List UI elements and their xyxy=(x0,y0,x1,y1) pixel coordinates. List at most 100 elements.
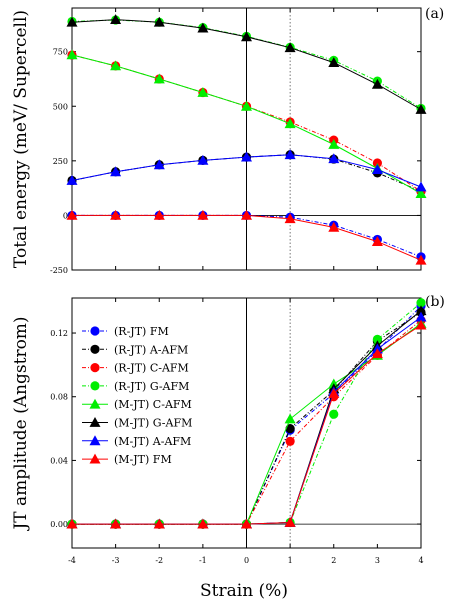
series-mjt-fm xyxy=(66,209,427,265)
data-point xyxy=(328,221,340,232)
data-point xyxy=(415,181,427,192)
panel-label: (a) xyxy=(425,6,444,22)
data-point xyxy=(284,517,296,527)
data-point xyxy=(110,14,122,24)
data-point xyxy=(197,22,209,33)
data-point xyxy=(241,518,252,529)
legend-marker xyxy=(89,453,101,464)
data-point xyxy=(371,348,383,359)
data-point xyxy=(285,423,295,434)
legend-entry: (R-JT) A-AFM xyxy=(114,343,188,356)
data-point xyxy=(284,149,296,160)
legend-marker xyxy=(89,398,101,409)
x-tick-label: 3 xyxy=(375,556,380,565)
x-tick-label: -1 xyxy=(199,556,207,565)
data-point xyxy=(372,334,382,345)
legend-entry: (R-JT) G-AFM xyxy=(114,380,189,393)
data-point xyxy=(110,166,122,177)
x-tick-label: 4 xyxy=(418,556,423,565)
x-tick-label: 2 xyxy=(331,556,336,565)
y-tick-label: 0 xyxy=(63,211,68,220)
data-point xyxy=(415,311,427,322)
data-point xyxy=(284,42,296,53)
legend-entry: (R-JT) FM xyxy=(114,325,169,338)
x-tick-label: -2 xyxy=(155,556,163,565)
series-mjt-gafm xyxy=(66,14,427,114)
data-point xyxy=(153,73,165,84)
legend-entry: (R-JT) C-AFM xyxy=(114,362,189,375)
y-tick-label: 0.00 xyxy=(50,520,68,529)
data-point xyxy=(284,213,296,224)
legend-entry: (M-JT) A-AFM xyxy=(114,435,191,448)
data-point xyxy=(241,209,252,220)
y-tick-label: 750 xyxy=(53,48,68,57)
y-tick-label: 500 xyxy=(53,102,68,111)
data-point xyxy=(284,413,296,424)
legend-entry: (M-JT) FM xyxy=(114,453,172,466)
data-point xyxy=(153,209,165,220)
data-point xyxy=(415,254,427,265)
x-axis-label: Strain (%) xyxy=(200,581,288,601)
data-point xyxy=(328,388,340,398)
data-point xyxy=(371,78,383,89)
data-point xyxy=(328,139,340,149)
data-point xyxy=(284,118,296,129)
data-point xyxy=(371,164,383,174)
legend-entry: (M-JT) C-AFM xyxy=(114,398,192,411)
data-point xyxy=(328,153,340,164)
legend-marker xyxy=(89,417,101,427)
x-tick-label: -4 xyxy=(68,556,76,565)
legend-marker xyxy=(90,381,100,391)
data-point xyxy=(110,60,122,71)
data-point xyxy=(372,158,382,168)
y-tick-label: 0.08 xyxy=(50,393,68,402)
data-point xyxy=(66,518,78,529)
series-line xyxy=(71,19,422,109)
y-tick-label: 0.12 xyxy=(50,329,68,338)
series-mjt-aafm xyxy=(66,149,427,192)
x-tick-label: 1 xyxy=(288,556,293,565)
data-point xyxy=(197,209,209,220)
panel-a: -250 0 250 500 750 (a) Total energy (meV/ Supe… xyxy=(11,6,444,275)
data-point xyxy=(328,57,340,67)
data-point xyxy=(66,175,78,185)
legend-marker xyxy=(90,363,100,373)
data-point xyxy=(66,49,78,60)
data-point xyxy=(415,104,427,114)
data-point xyxy=(110,209,122,220)
panel-label: (b) xyxy=(425,294,445,310)
data-point xyxy=(371,236,383,246)
data-point xyxy=(415,188,427,198)
y-tick-label: -250 xyxy=(50,266,68,275)
y-axis-label: Total energy (meV/ Supercell) xyxy=(11,10,31,268)
x-tick-label: -3 xyxy=(112,556,120,565)
data-point xyxy=(285,436,295,446)
data-point xyxy=(110,518,122,529)
panel-b: 0.00 0.04 0.08 0.12 -4 -3 -2 -1 0 1 2 3 4 (b) JT ampli… xyxy=(11,294,445,565)
data-point xyxy=(197,87,209,97)
series--m-jt-fm xyxy=(66,319,427,529)
data-point xyxy=(197,518,209,529)
legend-marker xyxy=(90,344,100,354)
data-point xyxy=(66,209,78,220)
data-point xyxy=(415,305,427,316)
data-point xyxy=(241,31,252,42)
data-point xyxy=(197,154,209,165)
data-point xyxy=(241,100,252,111)
y-tick-label: 250 xyxy=(53,157,68,166)
data-point xyxy=(153,16,165,27)
legend-marker xyxy=(90,326,100,336)
data-point xyxy=(153,159,165,170)
series-line xyxy=(71,154,422,192)
legend-entry: (M-JT) G-AFM xyxy=(114,417,192,430)
data-point xyxy=(153,518,165,529)
legend-marker xyxy=(89,435,101,446)
data-point xyxy=(241,151,252,162)
y-tick-label: 0.04 xyxy=(50,456,68,465)
data-point xyxy=(416,298,426,308)
y-axis-label: JT amplitude (Angstrom) xyxy=(11,316,31,531)
data-point xyxy=(415,319,427,330)
data-point xyxy=(66,16,78,27)
data-point xyxy=(329,409,339,419)
